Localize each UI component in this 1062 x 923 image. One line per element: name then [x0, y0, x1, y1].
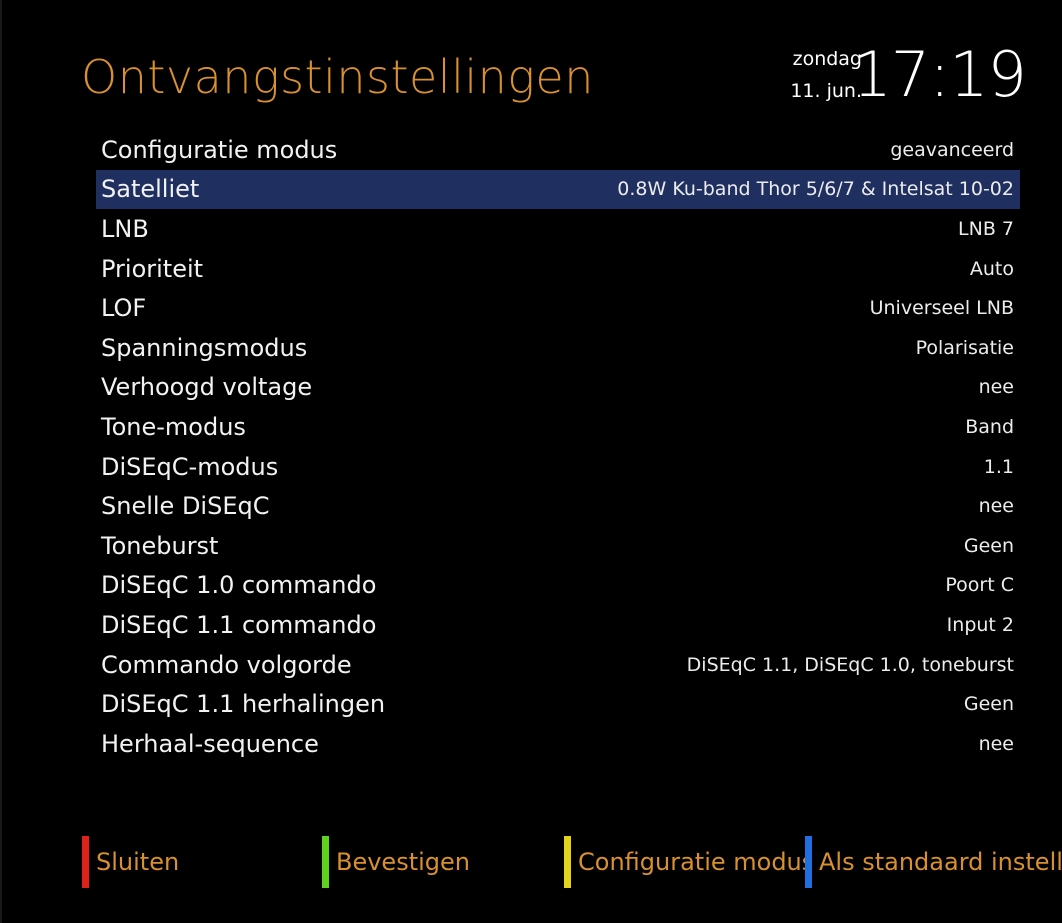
setting-row-verhoogd-voltage[interactable]: Verhoogd voltage nee — [96, 368, 1020, 408]
setting-row-prioriteit[interactable]: Prioriteit Auto — [96, 249, 1020, 289]
setting-value: 0.8W Ku-band Thor 5/6/7 & Intelsat 10-02 — [617, 178, 1014, 201]
yellow-key-marker — [564, 836, 571, 888]
blue-key-marker — [805, 836, 812, 888]
setting-value: LNB 7 — [958, 217, 1014, 240]
yellow-key-button[interactable]: Configuratie modus — [564, 836, 805, 888]
setting-value: DiSEqC 1.1, DiSEqC 1.0, toneburst — [686, 653, 1014, 676]
setting-label: Satelliet — [101, 175, 200, 204]
setting-value: Universeel LNB — [869, 297, 1014, 320]
setting-value: Band — [965, 415, 1014, 438]
clock-day: zondag — [792, 48, 862, 70]
setting-label: Spanningsmodus — [101, 333, 308, 362]
setting-row-commando-volgorde[interactable]: Commando volgorde DiSEqC 1.1, DiSEqC 1.0… — [96, 645, 1020, 685]
setting-row-diseqc-1-1-herhalingen[interactable]: DiSEqC 1.1 herhalingen Geen — [96, 684, 1020, 724]
setting-label: LNB — [101, 214, 149, 243]
setting-value: geavanceerd — [890, 138, 1014, 161]
setting-value: Geen — [963, 693, 1014, 716]
setting-label: LOF — [101, 294, 147, 323]
setting-row-diseqc-modus[interactable]: DiSEqC-modus 1.1 — [96, 447, 1020, 487]
setting-value: nee — [978, 495, 1014, 518]
clock-date: 11. jun. — [790, 80, 862, 102]
setting-label: Toneburst — [101, 531, 219, 560]
setting-value: Poort C — [945, 574, 1014, 597]
yellow-key-label: Configuratie modus — [578, 848, 805, 876]
setting-row-snelle-diseqc[interactable]: Snelle DiSEqC nee — [96, 486, 1020, 526]
setting-value: nee — [978, 732, 1014, 755]
setting-label: DiSEqC 1.1 commando — [101, 610, 377, 639]
blue-key-button[interactable]: Als standaard instellen — [805, 836, 1062, 888]
setting-value: Input 2 — [946, 613, 1014, 636]
setting-label: DiSEqC-modus — [101, 452, 279, 481]
red-key-label: Sluiten — [96, 848, 180, 876]
setting-row-satelliet[interactable]: Satelliet 0.8W Ku-band Thor 5/6/7 & Inte… — [96, 169, 1020, 210]
page-title: Ontvangstinstellingen — [81, 50, 594, 104]
setting-value: Polarisatie — [915, 336, 1014, 359]
setting-value: 1.1 — [983, 455, 1014, 478]
setting-row-lof[interactable]: LOF Universeel LNB — [96, 288, 1020, 328]
setting-row-tone-modus[interactable]: Tone-modus Band — [96, 407, 1020, 447]
clock-time: 17:19 — [852, 38, 1027, 111]
setting-row-herhaal-sequence[interactable]: Herhaal-sequence nee — [96, 724, 1020, 764]
green-key-button[interactable]: Bevestigen — [322, 836, 557, 888]
blue-key-label: Als standaard instellen — [819, 848, 1062, 876]
color-key-bar: Sluiten Bevestigen Configuratie modus Al… — [2, 834, 1062, 890]
setting-label: Commando volgorde — [101, 650, 352, 679]
setting-value: nee — [978, 376, 1014, 399]
setting-row-diseqc-1-1-commando[interactable]: DiSEqC 1.1 commando Input 2 — [96, 605, 1020, 645]
setting-value: Auto — [969, 257, 1014, 280]
setting-label: DiSEqC 1.1 herhalingen — [101, 690, 386, 719]
green-key-marker — [322, 836, 329, 888]
setting-label: Configuratie modus — [101, 135, 338, 164]
red-key-marker — [82, 836, 89, 888]
setting-label: Herhaal-sequence — [101, 729, 319, 758]
setting-row-toneburst[interactable]: Toneburst Geen — [96, 526, 1020, 566]
setting-value: Geen — [963, 534, 1014, 557]
green-key-label: Bevestigen — [336, 848, 470, 876]
setting-label: Snelle DiSEqC — [101, 492, 270, 521]
setting-row-spanningsmodus[interactable]: Spanningsmodus Polarisatie — [96, 328, 1020, 368]
setting-row-lnb[interactable]: LNB LNB 7 — [96, 209, 1020, 249]
settings-list: Configuratie modus geavanceerd Satelliet… — [96, 130, 1020, 764]
setting-label: DiSEqC 1.0 commando — [101, 571, 377, 600]
red-key-button[interactable]: Sluiten — [82, 836, 312, 888]
setting-row-configuratie-modus[interactable]: Configuratie modus geavanceerd — [96, 130, 1020, 170]
setting-label: Tone-modus — [101, 412, 246, 441]
setting-label: Prioriteit — [101, 254, 204, 283]
setting-row-diseqc-1-0-commando[interactable]: DiSEqC 1.0 commando Poort C — [96, 566, 1020, 606]
setting-label: Verhoogd voltage — [101, 373, 313, 402]
